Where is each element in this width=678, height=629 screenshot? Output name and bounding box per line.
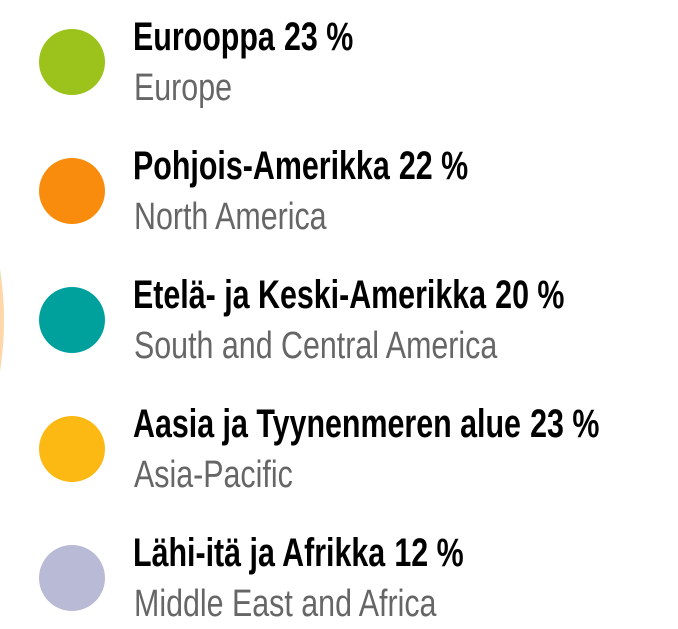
legend-item: Lähi-itä ja Afrikka 12 % Middle East and A… (39, 530, 464, 625)
category-translation: Europe (134, 67, 232, 109)
legend-marker (39, 416, 105, 482)
value-label: 22 % (399, 143, 468, 188)
legend-label: Lähi-itä ja Afrikka 12 % (133, 530, 464, 575)
legend-marker (39, 158, 105, 224)
pie-slice (0, 278, 4, 372)
legend-item: Pohjois-Amerikka 22 % North America (39, 143, 468, 238)
legend-label: Pohjois-Amerikka 22 % (133, 143, 468, 188)
value-label: 23 % (284, 14, 353, 59)
legend-sublabel: Middle East and Africa (134, 583, 437, 625)
legend-marker (39, 29, 105, 95)
category-name: Pohjois-Amerikka (133, 143, 390, 188)
value-label: 20 % (495, 272, 564, 317)
category-translation: North America (134, 196, 327, 238)
legend-item: Etelä- ja Keski-Amerikka 20 % South and Ce… (39, 272, 564, 367)
legend-label: Etelä- ja Keski-Amerikka 20 % (133, 272, 564, 317)
value-label: 23 % (530, 401, 599, 446)
category-name: Aasia ja Tyynenmeren alue (133, 401, 521, 446)
legend-item: Aasia ja Tyynenmeren alue 23 % Asia-Pacifi… (39, 401, 599, 496)
category-translation: Middle East and Africa (134, 583, 437, 625)
legend-text: Etelä- ja Keski-Amerikka 20 % (133, 272, 564, 317)
legend-item: Eurooppa 23 % Europe (39, 14, 353, 109)
category-name: Lähi-itä ja Afrikka (133, 530, 385, 575)
category-name: Etelä- ja Keski-Amerikka (133, 272, 486, 317)
legend-marker (39, 287, 105, 353)
legend-marker (39, 545, 105, 611)
legend-text: Eurooppa 23 % (133, 14, 353, 59)
legend-sublabel: Asia-Pacific (134, 454, 293, 496)
category-translation: Asia-Pacific (134, 454, 293, 496)
legend-sublabel: Europe (134, 67, 232, 109)
legend-label: Aasia ja Tyynenmeren alue 23 % (133, 401, 599, 446)
legend-text: Pohjois-Amerikka 22 % (133, 143, 468, 188)
legend-text: Lähi-itä ja Afrikka 12 % (133, 530, 464, 575)
pie-slice (0, 268, 2, 279)
category-name: Eurooppa (133, 14, 275, 59)
category-translation: South and Central America (134, 325, 498, 367)
legend-label: Eurooppa 23 % (133, 14, 353, 59)
legend-text: Aasia ja Tyynenmeren alue 23 % (133, 401, 599, 446)
legend-sublabel: South and Central America (134, 325, 498, 367)
legend-sublabel: North America (134, 196, 327, 238)
value-label: 12 % (394, 530, 463, 575)
